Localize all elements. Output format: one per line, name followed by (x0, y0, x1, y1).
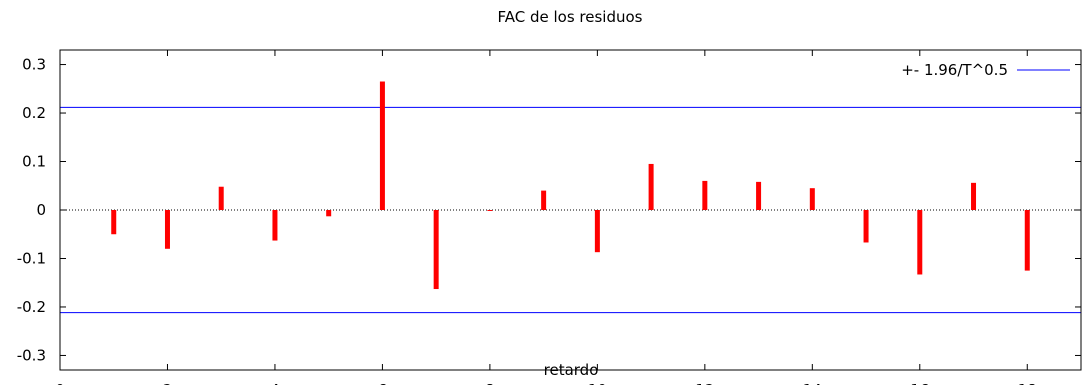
y-tick-label: 0.3 (22, 56, 46, 74)
x-tick-label: 8 (485, 381, 495, 385)
acf-bar (487, 210, 493, 211)
x-tick-label: 0 (55, 381, 65, 385)
acf-bar (917, 210, 923, 275)
acf-bar (863, 210, 869, 243)
y-tick-label: -0.2 (17, 298, 46, 316)
acf-bar (648, 163, 654, 210)
chart-title: FAC de los residuos (497, 8, 642, 26)
legend: +- 1.96/T^0.5 (901, 61, 1070, 79)
plot-frame (59, 49, 1082, 371)
x-tick-label: 4 (270, 381, 280, 385)
y-tick-label: 0.2 (22, 104, 46, 122)
x-tick-label: 18 (1018, 381, 1037, 385)
acf-bar (702, 180, 708, 210)
plot-area (59, 50, 1081, 370)
acf-bar (379, 81, 385, 210)
y-tick-label: 0.1 (22, 153, 46, 171)
acf-bar (218, 186, 224, 210)
acf-bar (809, 188, 815, 210)
acf-bar (756, 181, 762, 210)
acf-bar (111, 210, 117, 235)
x-tick-label: 12 (695, 381, 714, 385)
x-axis-label: retardo (544, 361, 599, 379)
x-tick-label: 2 (163, 381, 173, 385)
x-tick-label: 10 (588, 381, 607, 385)
y-tick-label: -0.3 (17, 346, 46, 364)
acf-bar (541, 190, 547, 210)
y-tick-label: -0.1 (17, 249, 46, 267)
acf-bar (326, 210, 332, 217)
acf-bar (971, 182, 977, 210)
acf-bar (433, 210, 439, 290)
x-tick-label: 6 (378, 381, 388, 385)
acf-bar (594, 210, 600, 253)
acf-bar (164, 210, 170, 249)
legend-label: +- 1.96/T^0.5 (901, 61, 1008, 79)
acf-bar (272, 210, 278, 241)
x-tick-label: 16 (910, 381, 929, 385)
y-tick-label: 0 (36, 201, 46, 219)
acf-bar (1024, 210, 1030, 271)
x-tick-label: 14 (803, 381, 822, 385)
